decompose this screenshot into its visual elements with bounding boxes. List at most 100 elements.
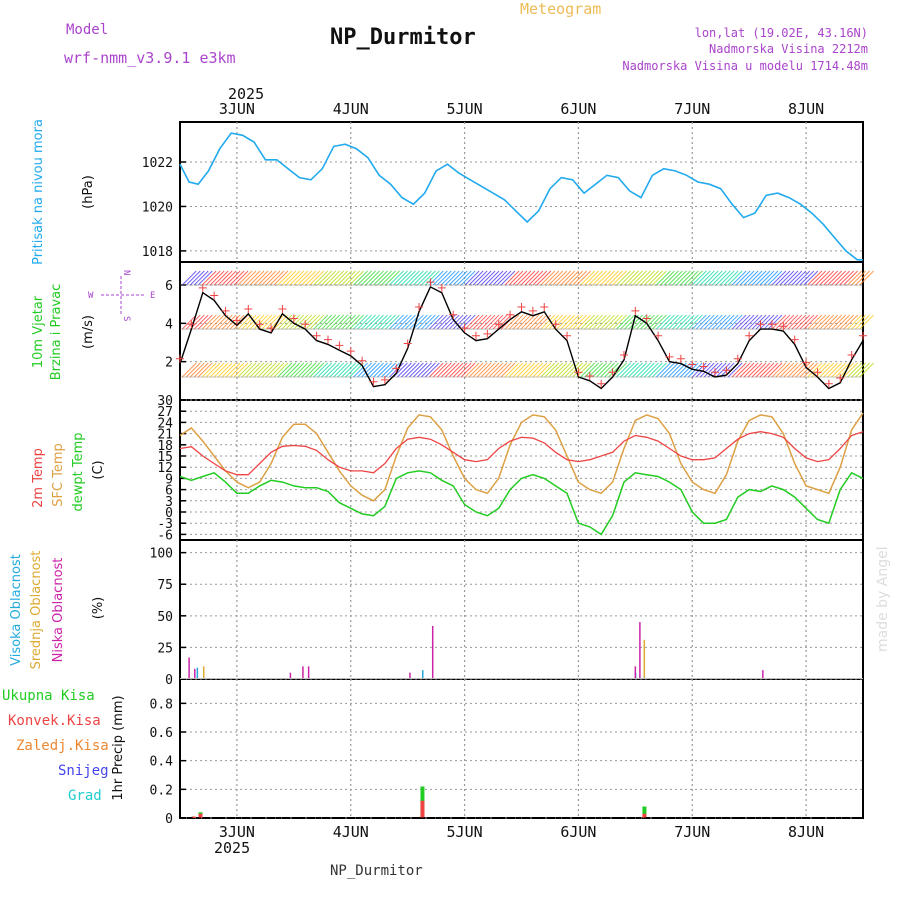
wind-barb <box>193 314 209 330</box>
wind-tick-label: 2 <box>165 356 173 371</box>
wind-barb <box>480 270 496 286</box>
wind-gust-cross <box>221 306 230 315</box>
wind-barb <box>727 362 743 378</box>
wind-barb <box>389 314 404 330</box>
station-elevation: Nadmorska Visina 2212m <box>709 42 868 56</box>
wind-gust-cross <box>631 306 640 315</box>
wind-barb <box>815 362 831 378</box>
wind-barb <box>373 314 388 330</box>
wind-barb <box>273 314 289 330</box>
precip-bar <box>198 813 203 818</box>
wind-gust-cross <box>346 347 355 356</box>
wind-barb <box>241 314 257 330</box>
wind-barb <box>389 270 404 286</box>
wind-barb <box>273 270 289 286</box>
wind-barb <box>544 270 560 286</box>
cloud-tick-label: 100 <box>150 547 173 562</box>
wind-barb <box>743 270 759 286</box>
wind-barb <box>564 270 580 286</box>
wind-barb <box>205 270 221 286</box>
wind-barb <box>755 270 771 286</box>
wind-barb <box>512 362 528 378</box>
wind-barb <box>536 314 552 330</box>
wind-barb <box>687 314 703 330</box>
wind-barb <box>723 270 739 286</box>
wind-barb <box>556 362 572 378</box>
wind-barb <box>357 270 372 286</box>
wind-barb <box>464 314 480 330</box>
wind-barb <box>225 362 241 378</box>
wind-barb <box>775 362 791 378</box>
wind-gust-cross <box>255 320 264 329</box>
wind-barb <box>377 362 392 378</box>
wind-barb <box>616 362 631 378</box>
wind-barb <box>699 270 715 286</box>
wind-barb <box>293 314 309 330</box>
year-label-bottom: 2025 <box>214 839 250 857</box>
wind-barb <box>249 314 265 330</box>
wind-barb <box>245 314 261 330</box>
wind-gust-cross <box>654 331 663 340</box>
wind-barb <box>775 270 791 286</box>
wind-barb <box>185 362 201 378</box>
wind-barb <box>787 314 803 330</box>
precip-tick-label: 0.6 <box>150 726 173 741</box>
wind-barb <box>524 362 540 378</box>
wind-speed-line <box>179 285 864 390</box>
wind-barb <box>831 270 847 286</box>
wind-barb <box>751 314 767 330</box>
wind-barb <box>648 314 663 330</box>
wind-barb <box>552 270 568 286</box>
wind-barb <box>353 314 368 330</box>
wind-barb <box>237 270 253 286</box>
wind-barb <box>843 362 859 378</box>
wind-barb <box>337 270 353 286</box>
wind-barb <box>835 314 851 330</box>
wind-barb <box>357 314 372 330</box>
wind-barb <box>707 314 723 330</box>
high-cloud-label: Visoka Oblacnost <box>9 554 24 666</box>
wind-gust-cross <box>483 329 492 338</box>
wind-barb <box>397 314 412 330</box>
wind-barb <box>540 270 556 286</box>
wind-barb <box>580 362 596 378</box>
wind-barb <box>181 270 197 286</box>
wind-barb <box>683 362 699 378</box>
wind-barb <box>683 314 699 330</box>
wind-gust-cross <box>301 320 310 329</box>
wind-barb <box>679 314 695 330</box>
wind-barb <box>221 362 237 378</box>
wind-barb <box>468 362 484 378</box>
wind-barb <box>711 362 727 378</box>
wind-barb <box>656 270 671 286</box>
wind-barb <box>369 270 384 286</box>
wind-barb <box>261 362 277 378</box>
precip-ylabel: 1hr Precip (mm) <box>111 695 126 800</box>
precip-bar <box>191 816 196 818</box>
wind-barb <box>424 314 440 330</box>
wind-barb <box>835 362 851 378</box>
wind-barb <box>795 362 811 378</box>
wind-gust-cross <box>471 331 480 340</box>
wind-barb <box>476 314 492 330</box>
wind-barb <box>588 314 604 330</box>
wind-barb <box>321 314 337 330</box>
wind-barb <box>281 362 297 378</box>
wind-barb <box>381 362 396 378</box>
wind-barb <box>540 362 556 378</box>
model-label: Model <box>66 22 108 38</box>
wind-barb <box>755 362 771 378</box>
wind-barb <box>512 314 528 330</box>
wind-barb <box>452 270 468 286</box>
wind-barb <box>480 314 496 330</box>
wind-barb <box>269 270 285 286</box>
wind-barb <box>253 270 269 286</box>
wind-barb <box>345 362 360 378</box>
wind-barb <box>213 270 229 286</box>
wind-barb <box>855 270 870 286</box>
bottom-day-label: 4JUN <box>333 823 369 841</box>
wind-gust-cross <box>802 358 811 367</box>
wind-barb <box>671 314 687 330</box>
wind-barb <box>596 362 611 378</box>
wind-barb <box>221 314 237 330</box>
